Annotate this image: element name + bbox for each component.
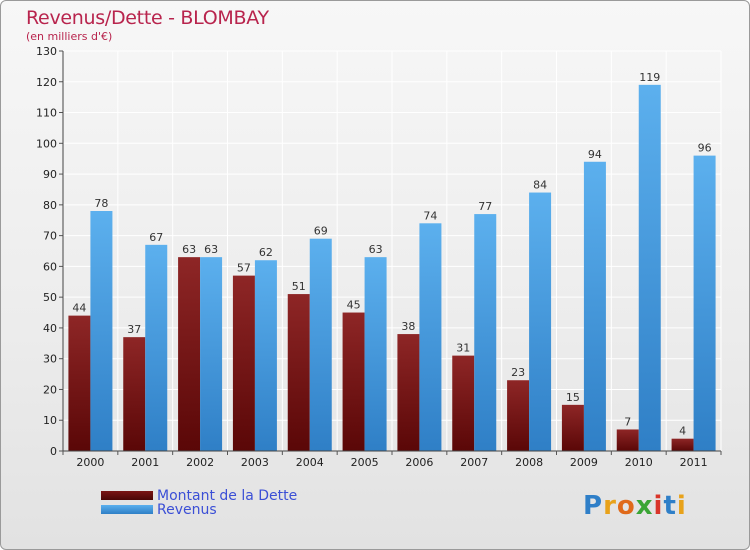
- y-tick-label: 120: [36, 76, 57, 89]
- debt-bar: [287, 294, 310, 451]
- x-tick-label: 2005: [351, 456, 379, 469]
- revenue-bar: [254, 260, 277, 451]
- y-tick-label: 80: [43, 199, 57, 212]
- x-tick-label: 2006: [405, 456, 433, 469]
- debt-bar: [178, 257, 201, 451]
- y-tick-label: 40: [43, 322, 57, 335]
- revenue-value-label: 62: [259, 246, 273, 259]
- debt-bar: [507, 380, 530, 451]
- y-tick-label: 30: [43, 353, 57, 366]
- revenue-bar: [474, 214, 497, 451]
- y-tick-label: 20: [43, 383, 57, 396]
- proxiti-logo: Proxiti: [583, 491, 687, 521]
- y-tick-label: 110: [36, 107, 57, 120]
- bars: [68, 84, 716, 452]
- debt-value-label: 23: [511, 366, 525, 379]
- debt-value-label: 37: [127, 323, 141, 336]
- x-tick-label: 2011: [680, 456, 708, 469]
- revenue-value-label: 84: [533, 179, 547, 192]
- revenue-value-label: 78: [94, 197, 108, 210]
- y-tick-label: 50: [43, 291, 57, 304]
- y-tick-label: 10: [43, 414, 57, 427]
- revenue-value-label: 63: [204, 243, 218, 256]
- revenue-value-label: 96: [698, 142, 712, 155]
- debt-bar: [561, 404, 584, 451]
- legend-label-debt: Montant de la Dette: [157, 488, 298, 504]
- revenue-value-label: 69: [314, 225, 328, 238]
- revenue-value-label: 67: [149, 231, 163, 244]
- debt-value-label: 57: [237, 262, 251, 275]
- legend-swatch-debt: [101, 491, 153, 500]
- logo-letter: i: [653, 491, 664, 521]
- debt-value-label: 45: [347, 299, 361, 312]
- x-tick-label: 2004: [296, 456, 324, 469]
- debt-value-label: 31: [456, 342, 470, 355]
- debt-value-label: 15: [566, 391, 580, 404]
- y-tick-label: 100: [36, 137, 57, 150]
- debt-bar: [232, 275, 255, 451]
- debt-value-label: 7: [624, 415, 631, 428]
- debt-value-label: 63: [182, 243, 196, 256]
- revenue-bar: [364, 257, 387, 451]
- debt-value-label: 51: [292, 280, 306, 293]
- x-tick-label: 2009: [570, 456, 598, 469]
- revenue-bar: [638, 84, 661, 451]
- y-tick-label: 130: [36, 45, 57, 58]
- logo-letter: P: [583, 491, 604, 521]
- debt-bar: [123, 337, 146, 451]
- revenue-bar: [583, 161, 606, 451]
- debt-value-label: 44: [72, 302, 86, 315]
- x-tick-label: 2000: [76, 456, 104, 469]
- revenue-bar: [419, 223, 442, 451]
- debt-bar: [397, 334, 420, 451]
- logo-letter: x: [635, 491, 654, 521]
- revenue-value-label: 119: [639, 71, 660, 84]
- logo-letter: i: [676, 491, 687, 521]
- debt-bar: [452, 355, 475, 451]
- chart-title: Revenus/Dette - BLOMBAY: [26, 7, 269, 29]
- legend-swatch-revenue: [101, 505, 153, 514]
- chart-subtitle: (en milliers d'€): [26, 30, 113, 43]
- x-tick-label: 2002: [186, 456, 214, 469]
- legend-label-revenue: Revenus: [157, 502, 217, 518]
- revenue-bar: [200, 257, 223, 451]
- y-tick-label: 70: [43, 230, 57, 243]
- revenue-value-label: 74: [423, 209, 437, 222]
- revenue-bar: [90, 211, 113, 451]
- revenue-bar: [693, 155, 716, 451]
- debt-bar: [342, 312, 365, 451]
- revenue-bar: [529, 192, 552, 452]
- revenue-bar: [309, 238, 332, 451]
- revenue-bar: [145, 244, 168, 451]
- revenue-value-label: 77: [478, 200, 492, 213]
- debt-value-label: 38: [401, 320, 415, 333]
- revenue-value-label: 94: [588, 148, 602, 161]
- debt-bar: [616, 429, 639, 451]
- debt-bar: [68, 315, 91, 451]
- debt-bar: [671, 438, 694, 451]
- revenue-value-label: 63: [369, 243, 383, 256]
- x-tick-label: 2008: [515, 456, 543, 469]
- logo-letter: t: [663, 491, 677, 521]
- y-tick-label: 0: [50, 445, 57, 458]
- y-tick-label: 90: [43, 168, 57, 181]
- logo-letter: o: [616, 491, 636, 521]
- debt-value-label: 4: [679, 425, 686, 438]
- x-tick-label: 2001: [131, 456, 159, 469]
- x-tick-label: 2007: [460, 456, 488, 469]
- x-tick-label: 2003: [241, 456, 269, 469]
- axes: 0 10 20 30 40 50 60 70 80 90 100 110 120 130 2000 2001 2…: [36, 45, 722, 469]
- x-tick-label: 2010: [625, 456, 653, 469]
- logo-letter: r: [603, 491, 617, 521]
- y-tick-label: 60: [43, 260, 57, 273]
